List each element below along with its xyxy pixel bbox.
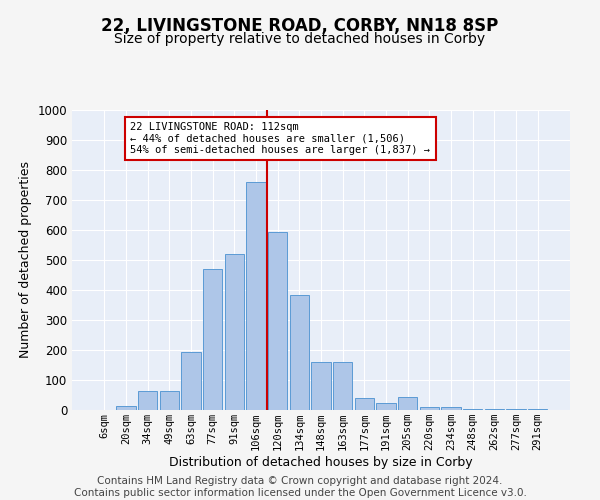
Bar [506,408,526,410]
Bar [290,294,309,410]
Text: Contains HM Land Registry data © Crown copyright and database right 2024.
Contai: Contains HM Land Registry data © Crown c… [74,476,526,498]
Bar [376,402,396,410]
Bar [268,232,287,410]
Text: 22 LIVINGSTONE ROAD: 112sqm
← 44% of detached houses are smaller (1,506)
54% of : 22 LIVINGSTONE ROAD: 112sqm ← 44% of det… [130,122,430,155]
Bar [138,390,157,410]
Bar [181,352,201,410]
Bar [398,396,418,410]
Bar [116,406,136,410]
Text: Size of property relative to detached houses in Corby: Size of property relative to detached ho… [115,32,485,46]
Text: 22, LIVINGSTONE ROAD, CORBY, NN18 8SP: 22, LIVINGSTONE ROAD, CORBY, NN18 8SP [101,18,499,36]
Bar [463,408,482,410]
Bar [485,408,504,410]
Bar [419,407,439,410]
X-axis label: Distribution of detached houses by size in Corby: Distribution of detached houses by size … [169,456,473,469]
Bar [528,408,547,410]
Bar [333,362,352,410]
Y-axis label: Number of detached properties: Number of detached properties [19,162,32,358]
Bar [311,362,331,410]
Bar [203,269,223,410]
Bar [160,390,179,410]
Bar [246,182,266,410]
Bar [441,407,461,410]
Bar [355,398,374,410]
Bar [224,254,244,410]
